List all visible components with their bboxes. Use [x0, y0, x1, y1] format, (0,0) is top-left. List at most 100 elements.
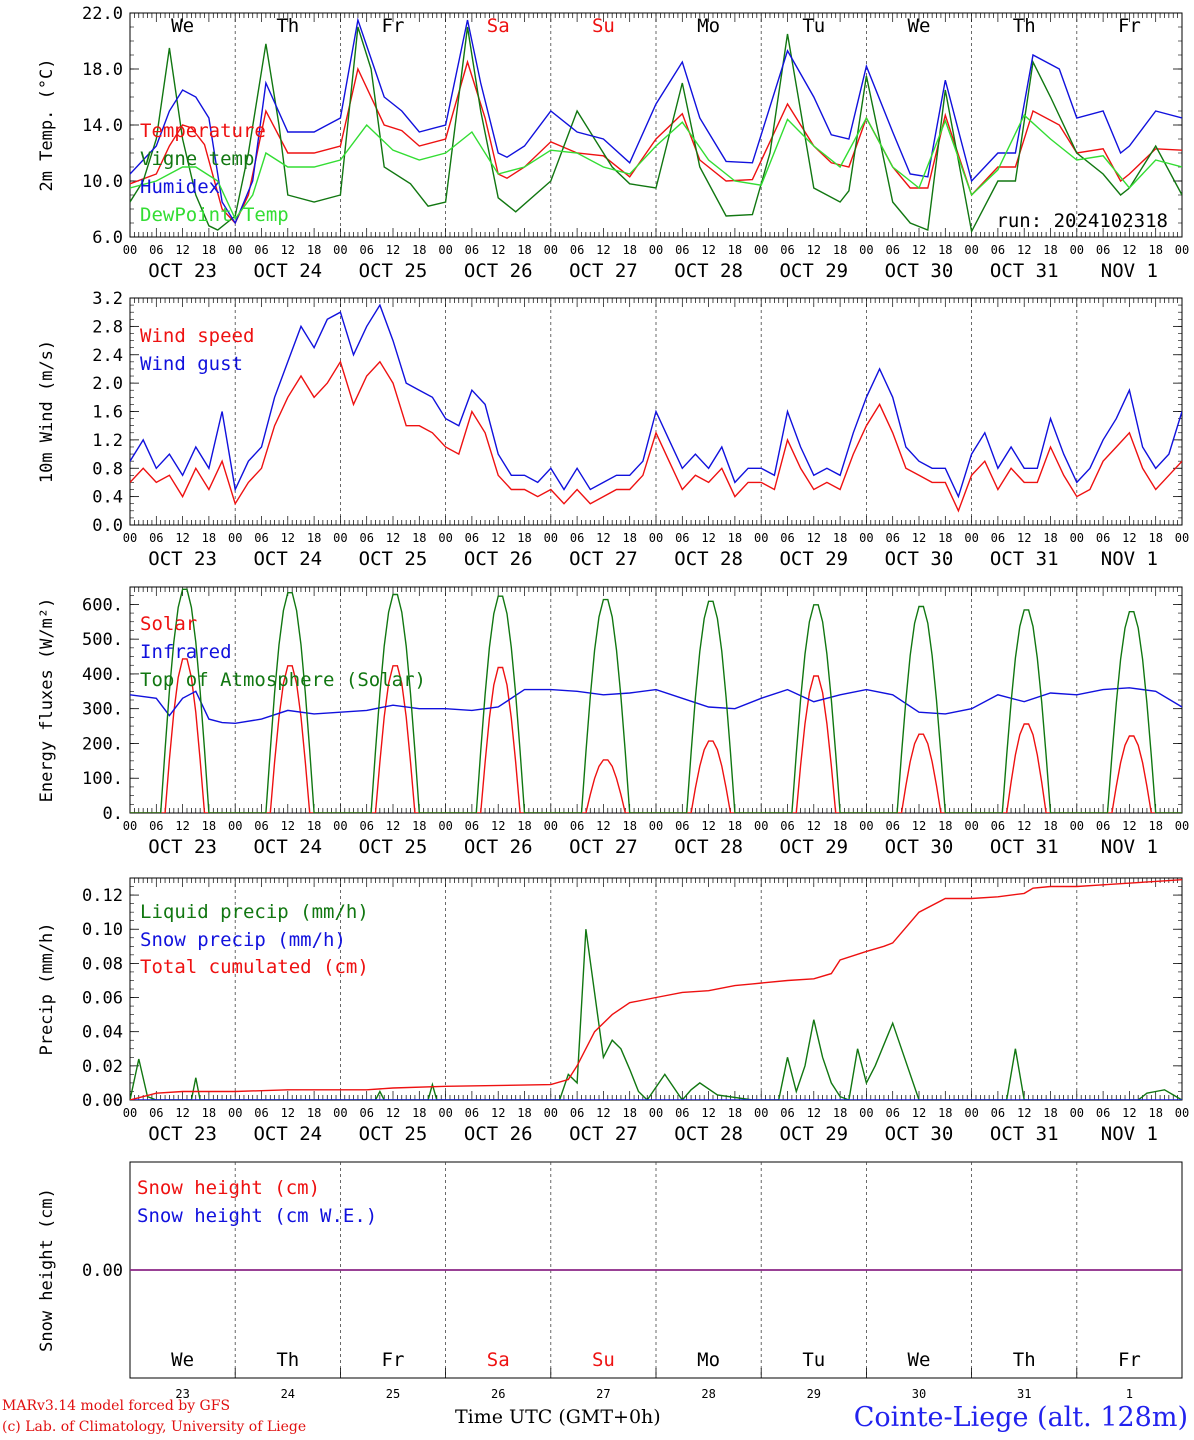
date-label: OCT 24: [253, 548, 322, 570]
date-label: OCT 23: [148, 260, 217, 282]
weekday-label: Mo: [697, 15, 720, 37]
date-label: OCT 27: [569, 548, 638, 570]
date-label: OCT 25: [359, 260, 428, 282]
hour-tick-label: 18: [1148, 243, 1162, 257]
hour-tick-label: 18: [517, 243, 531, 257]
hour-tick-label: 12: [386, 819, 400, 833]
station-name: Cointe-Liege (alt. 128m): [853, 1402, 1188, 1433]
date-label: OCT 29: [779, 836, 848, 858]
hour-tick-label: 12: [807, 1106, 821, 1120]
hour-tick-label: 06: [780, 1106, 794, 1120]
hour-tick-label: 06: [675, 1106, 689, 1120]
y-tick-label: 0.00: [82, 1091, 123, 1111]
hour-tick-label: 06: [254, 531, 268, 545]
hour-tick-label: 06: [359, 819, 373, 833]
hour-tick-label: 12: [491, 1106, 505, 1120]
hour-tick-label: 12: [596, 243, 610, 257]
day-number-label: 25: [386, 1387, 400, 1401]
hour-tick-label: 00: [1070, 1106, 1084, 1120]
y-tick-label: 0.04: [82, 1023, 123, 1043]
day-number-label: 31: [1017, 1387, 1031, 1401]
legend-entry: Vigne temp: [140, 148, 254, 170]
hour-tick-label: 06: [465, 531, 479, 545]
hour-tick-label: 12: [175, 1106, 189, 1120]
date-label: OCT 23: [148, 1123, 217, 1145]
hour-tick-label: 06: [570, 819, 584, 833]
date-label: OCT 24: [253, 836, 322, 858]
y-tick-label: 0.8: [92, 459, 123, 479]
hour-tick-label: 06: [149, 531, 163, 545]
hour-tick-label: 00: [964, 243, 978, 257]
hour-tick-label: 06: [254, 243, 268, 257]
y-axis-label: Snow height (cm): [37, 1188, 57, 1352]
y-tick-label: 1.2: [92, 431, 123, 451]
date-label: OCT 29: [779, 260, 848, 282]
hour-tick-label: 00: [438, 1106, 452, 1120]
hour-tick-label: 12: [596, 531, 610, 545]
y-tick-label: 18.0: [82, 60, 123, 80]
hour-tick-label: 18: [622, 1106, 636, 1120]
y-tick-label: 0.0: [92, 516, 123, 536]
hour-tick-label: 00: [964, 531, 978, 545]
hour-tick-label: 00: [859, 243, 873, 257]
legend-entry: Total cumulated (cm): [140, 956, 369, 978]
hour-tick-label: 06: [1096, 819, 1110, 833]
day-number-label: 30: [912, 1387, 926, 1401]
date-label: OCT 31: [990, 548, 1059, 570]
y-axis-label: Energy fluxes (W/m²): [37, 598, 57, 803]
hour-tick-label: 18: [728, 1106, 742, 1120]
time-axis-label: Time UTC (GMT+0h): [455, 1406, 661, 1428]
hour-tick-label: 00: [859, 531, 873, 545]
hour-tick-label: 00: [228, 531, 242, 545]
hour-tick-label: 12: [281, 243, 295, 257]
date-label: OCT 27: [569, 1123, 638, 1145]
day-number-label: 28: [701, 1387, 715, 1401]
hour-tick-label: 18: [1043, 531, 1057, 545]
day-number-label: 26: [491, 1387, 505, 1401]
y-axis-label: 2m Temp. (°C): [37, 58, 57, 191]
y-tick-label: 0.00: [82, 1261, 123, 1281]
date-label: OCT 31: [990, 1123, 1059, 1145]
hour-tick-label: 12: [596, 819, 610, 833]
weekday-label: Th: [276, 15, 299, 37]
hour-tick-label: 18: [1043, 819, 1057, 833]
hour-tick-label: 06: [570, 531, 584, 545]
hour-tick-label: 00: [859, 819, 873, 833]
legend-entry: DewPoint Temp: [140, 204, 289, 226]
hour-tick-label: 00: [123, 531, 137, 545]
hour-tick-label: 00: [1175, 1106, 1189, 1120]
hour-tick-label: 18: [307, 243, 321, 257]
hour-tick-label: 12: [386, 1106, 400, 1120]
hour-tick-label: 18: [412, 819, 426, 833]
legend-entry: Infrared: [140, 641, 232, 663]
y-tick-label: 6.0: [92, 228, 123, 248]
hour-tick-label: 06: [359, 243, 373, 257]
weekday-label: Th: [1013, 1349, 1036, 1371]
hour-tick-label: 18: [728, 243, 742, 257]
date-label: OCT 26: [464, 1123, 533, 1145]
panel-precip: 00 06 12 18 00 06 12 18 00 06 12 18 00 06 12 18 00 06 12 18…: [37, 877, 1189, 1145]
plot-area: [130, 588, 1182, 813]
hour-tick-label: 18: [202, 243, 216, 257]
weekday-label: Su: [592, 1349, 615, 1371]
y-tick-label: 3.2: [92, 289, 123, 309]
hour-tick-label: 18: [728, 819, 742, 833]
weekday-label: We: [171, 1349, 194, 1371]
hour-tick-label: 00: [754, 819, 768, 833]
hour-tick-label: 12: [1017, 819, 1031, 833]
hour-tick-label: 12: [912, 243, 926, 257]
hour-tick-label: 00: [1175, 243, 1189, 257]
weekday-label: Fr: [1118, 1349, 1141, 1371]
hour-tick-label: 00: [123, 1106, 137, 1120]
y-tick-label: 10.0: [82, 172, 123, 192]
hour-tick-label: 18: [938, 531, 952, 545]
y-tick-label: 0.: [103, 804, 123, 824]
date-label: NOV 1: [1101, 1123, 1158, 1145]
day-number-label: 23: [175, 1387, 189, 1401]
plot-area: [130, 303, 1182, 513]
hour-tick-label: 18: [202, 1106, 216, 1120]
day-number-label: 24: [281, 1387, 295, 1401]
hour-tick-label: 12: [175, 243, 189, 257]
hour-tick-label: 18: [517, 1106, 531, 1120]
